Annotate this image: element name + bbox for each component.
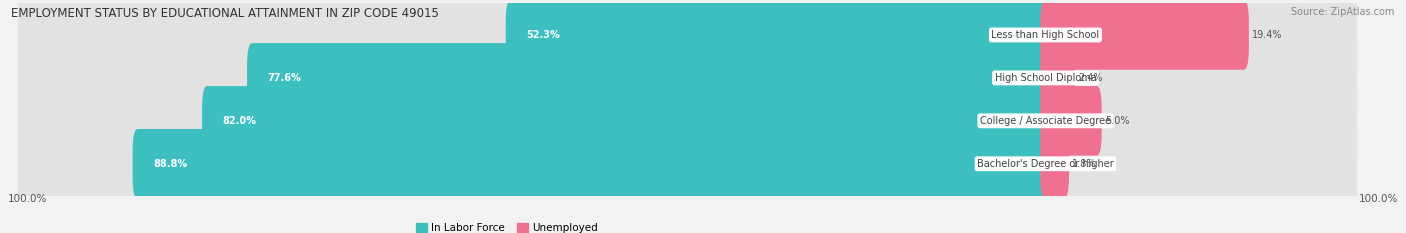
Text: 5.0%: 5.0%: [1105, 116, 1129, 126]
Text: 52.3%: 52.3%: [526, 30, 560, 40]
Text: 100.0%: 100.0%: [1358, 194, 1398, 204]
Text: 82.0%: 82.0%: [222, 116, 256, 126]
Text: Bachelor's Degree or higher: Bachelor's Degree or higher: [977, 159, 1114, 169]
FancyBboxPatch shape: [1040, 0, 1249, 70]
Legend: In Labor Force, Unemployed: In Labor Force, Unemployed: [416, 223, 598, 233]
Text: 100.0%: 100.0%: [8, 194, 48, 204]
FancyBboxPatch shape: [202, 86, 1050, 156]
FancyBboxPatch shape: [132, 129, 1050, 199]
FancyBboxPatch shape: [506, 0, 1050, 70]
Text: 88.8%: 88.8%: [153, 159, 187, 169]
Text: EMPLOYMENT STATUS BY EDUCATIONAL ATTAINMENT IN ZIP CODE 49015: EMPLOYMENT STATUS BY EDUCATIONAL ATTAINM…: [11, 7, 439, 20]
Text: Source: ZipAtlas.com: Source: ZipAtlas.com: [1291, 7, 1395, 17]
FancyBboxPatch shape: [18, 112, 1357, 216]
Text: 19.4%: 19.4%: [1251, 30, 1282, 40]
FancyBboxPatch shape: [1040, 86, 1102, 156]
FancyBboxPatch shape: [1040, 129, 1069, 199]
Text: College / Associate Degree: College / Associate Degree: [980, 116, 1111, 126]
Text: High School Diploma: High School Diploma: [994, 73, 1097, 83]
Text: 77.6%: 77.6%: [267, 73, 301, 83]
FancyBboxPatch shape: [18, 0, 1357, 87]
FancyBboxPatch shape: [247, 43, 1050, 113]
Text: 2.4%: 2.4%: [1078, 73, 1102, 83]
Text: 1.8%: 1.8%: [1071, 159, 1097, 169]
FancyBboxPatch shape: [1040, 43, 1076, 113]
FancyBboxPatch shape: [18, 26, 1357, 130]
Text: Less than High School: Less than High School: [991, 30, 1099, 40]
FancyBboxPatch shape: [18, 69, 1357, 173]
